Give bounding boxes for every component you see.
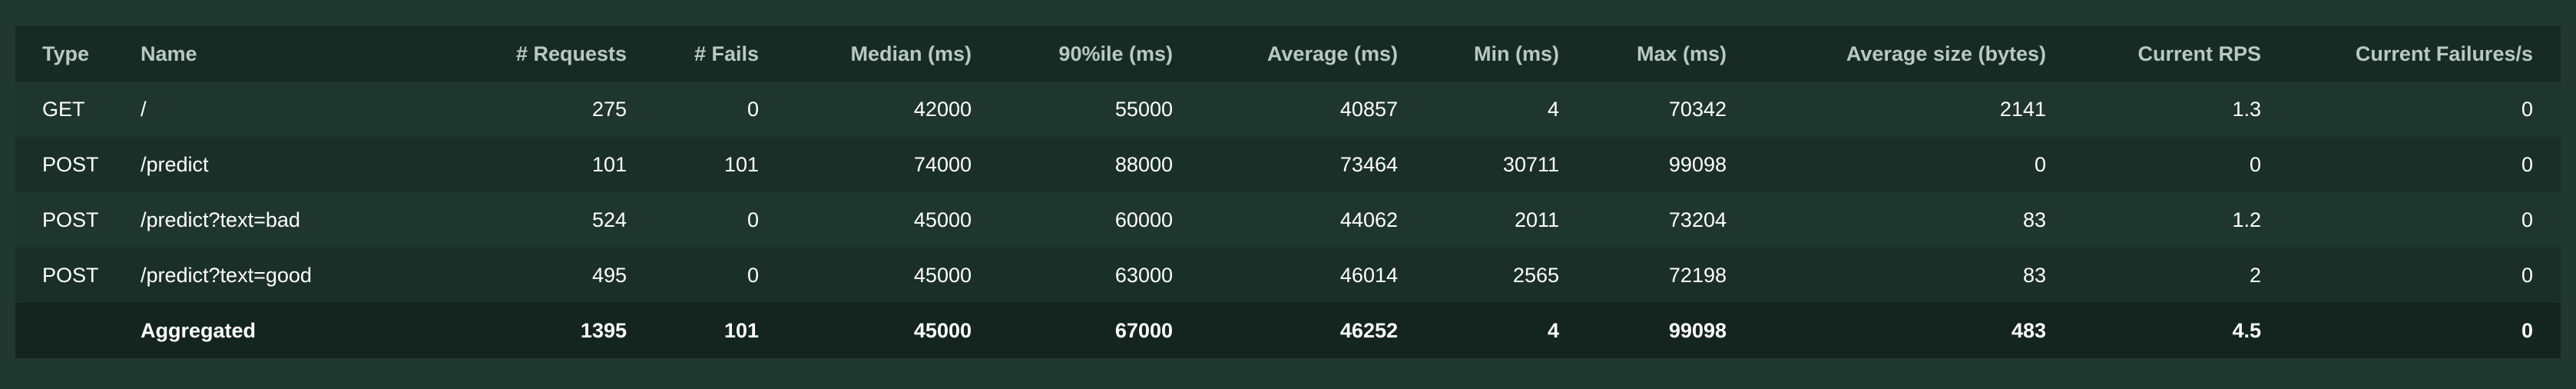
cell-median: 45000 <box>913 208 972 231</box>
cell-current-rps: 1.2 <box>2232 208 2261 231</box>
aggregated-current-rps: 4.5 <box>2232 318 2261 342</box>
aggregated-row: Aggregated 1395 101 45000 67000 46252 4 … <box>15 303 2561 358</box>
cell-type: GET <box>42 97 85 121</box>
cell-requests: 101 <box>591 152 627 176</box>
table-header-row: Type Name # Requests # Fails Median (ms)… <box>15 26 2561 81</box>
aggregated-median: 45000 <box>913 318 972 342</box>
cell-avg-size: 83 <box>2022 208 2046 231</box>
cell-requests: 524 <box>591 208 627 231</box>
cell-current-rps: 2 <box>2249 263 2261 287</box>
aggregated-max: 99098 <box>1668 318 1727 342</box>
cell-median: 42000 <box>913 97 972 121</box>
aggregated-current-failures: 0 <box>2521 318 2533 342</box>
column-header-average[interactable]: Average (ms) <box>1266 42 1398 65</box>
cell-median: 45000 <box>913 263 972 287</box>
cell-fails: 0 <box>747 97 759 121</box>
cell-avg-size: 2141 <box>1999 97 2046 121</box>
cell-requests: 275 <box>591 97 627 121</box>
cell-average: 40857 <box>1339 97 1398 121</box>
column-header-requests[interactable]: # Requests <box>515 42 627 65</box>
aggregated-average: 46252 <box>1339 318 1398 342</box>
column-header-min[interactable]: Min (ms) <box>1474 42 1559 65</box>
cell-current-failures: 0 <box>2521 263 2533 287</box>
table-row: POST /predict 101 101 74000 88000 73464 … <box>15 137 2561 192</box>
cell-current-rps: 0 <box>2249 152 2261 176</box>
cell-average: 73464 <box>1339 152 1398 176</box>
cell-min: 2565 <box>1512 263 1559 287</box>
column-header-current-rps[interactable]: Current RPS <box>2137 42 2261 65</box>
cell-max: 99098 <box>1668 152 1727 176</box>
cell-p90: 55000 <box>1114 97 1173 121</box>
cell-current-failures: 0 <box>2521 97 2533 121</box>
aggregated-avg-size: 483 <box>2011 318 2046 342</box>
cell-fails: 0 <box>747 263 759 287</box>
cell-p90: 60000 <box>1114 208 1173 231</box>
cell-max: 73204 <box>1668 208 1727 231</box>
cell-min: 30711 <box>1502 152 1559 176</box>
cell-fails: 101 <box>723 152 759 176</box>
cell-type: POST <box>42 263 99 287</box>
table-row: POST /predict?text=bad 524 0 45000 60000… <box>15 192 2561 248</box>
cell-min: 4 <box>1547 97 1559 121</box>
column-header-name[interactable]: Name <box>141 42 197 65</box>
column-header-max[interactable]: Max (ms) <box>1636 42 1727 65</box>
column-header-type[interactable]: Type <box>42 42 90 65</box>
cell-avg-size: 0 <box>2034 152 2046 176</box>
aggregated-requests: 1395 <box>580 318 627 342</box>
cell-name: /predict?text=bad <box>141 208 300 231</box>
cell-name: /predict?text=good <box>141 263 312 287</box>
cell-min: 2011 <box>1514 208 1559 231</box>
cell-average: 46014 <box>1339 263 1398 287</box>
column-header-median[interactable]: Median (ms) <box>850 42 972 65</box>
stats-table-container: Type Name # Requests # Fails Median (ms)… <box>15 26 2561 358</box>
cell-type: POST <box>42 208 99 231</box>
aggregated-fails: 101 <box>723 318 759 342</box>
column-header-current-failures[interactable]: Current Failures/s <box>2355 42 2533 65</box>
column-header-p90[interactable]: 90%ile (ms) <box>1058 42 1173 65</box>
cell-current-failures: 0 <box>2521 208 2533 231</box>
cell-name: / <box>141 97 147 121</box>
cell-p90: 88000 <box>1114 152 1173 176</box>
cell-avg-size: 83 <box>2022 263 2046 287</box>
aggregated-name: Aggregated <box>141 318 257 342</box>
column-header-fails[interactable]: # Fails <box>694 42 759 65</box>
cell-current-failures: 0 <box>2521 152 2533 176</box>
cell-max: 72198 <box>1668 263 1727 287</box>
table-row: GET / 275 0 42000 55000 40857 4 70342 21… <box>15 81 2561 137</box>
cell-median: 74000 <box>913 152 972 176</box>
aggregated-p90: 67000 <box>1114 318 1173 342</box>
cell-max: 70342 <box>1668 97 1727 121</box>
aggregated-type <box>15 303 141 358</box>
cell-current-rps: 1.3 <box>2232 97 2261 121</box>
cell-type: POST <box>42 152 99 176</box>
aggregated-min: 4 <box>1547 318 1559 342</box>
cell-fails: 0 <box>747 208 759 231</box>
cell-requests: 495 <box>591 263 627 287</box>
column-header-avg-size[interactable]: Average size (bytes) <box>1846 42 2046 65</box>
cell-p90: 63000 <box>1114 263 1173 287</box>
cell-average: 44062 <box>1339 208 1398 231</box>
request-statistics-table: Type Name # Requests # Fails Median (ms)… <box>15 26 2561 358</box>
cell-name: /predict <box>141 152 209 176</box>
table-row: POST /predict?text=good 495 0 45000 6300… <box>15 248 2561 303</box>
